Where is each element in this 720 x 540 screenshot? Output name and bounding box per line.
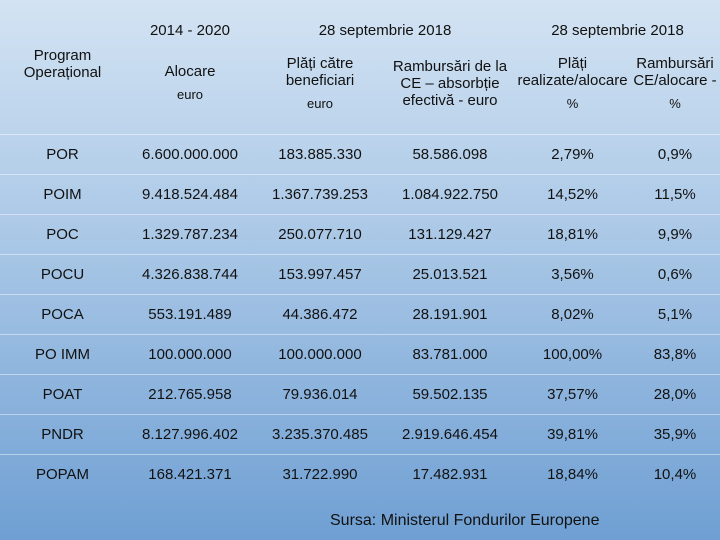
table-cell: 9.418.524.484 <box>142 185 238 203</box>
table-cell: 18,81% <box>547 225 598 243</box>
table-cell: 100.000.000 <box>148 345 232 363</box>
program-name: POIM <box>43 185 82 203</box>
table-cell: 83.781.000 <box>412 345 488 363</box>
row-separator <box>0 334 720 335</box>
table-cell: 25.013.521 <box>412 265 488 283</box>
table-cell: 183.885.330 <box>278 145 362 163</box>
table-cell: 79.936.014 <box>282 385 358 403</box>
table-cell: 9,9% <box>657 225 693 243</box>
program-name: PO IMM <box>35 345 90 363</box>
column-label: Alocare <box>164 63 216 80</box>
program-name: POCA <box>41 305 84 323</box>
table-cell: 168.421.371 <box>148 465 232 483</box>
table-cell: 1.329.787.234 <box>142 225 238 243</box>
table-cell: 14,52% <box>547 185 598 203</box>
table-cell: 2.919.646.454 <box>402 425 498 443</box>
table-cell: 553.191.489 <box>148 305 232 323</box>
row-separator <box>0 134 720 135</box>
table-cell: 59.502.135 <box>412 385 488 403</box>
column-header: Plăți către beneficiari euro <box>255 42 385 124</box>
table-cell: 83,8% <box>653 345 697 363</box>
table-cell: 0,9% <box>657 145 693 163</box>
column-unit: euro <box>176 87 204 102</box>
table-cell: 1.367.739.253 <box>272 185 368 203</box>
row-separator <box>0 374 720 375</box>
column-header: Rambursări CE/alocare -% <box>630 42 720 124</box>
column-label: Rambursări CE/alocare - <box>633 54 717 89</box>
table-cell: 44.386.472 <box>282 305 358 323</box>
table-cell: 0,6% <box>657 265 693 283</box>
table-cell: 2,79% <box>551 145 594 163</box>
column-header: Program Operațional <box>0 34 125 94</box>
column-label: Program Operațional <box>23 47 102 81</box>
table-cell: 31.722.990 <box>282 465 358 483</box>
table-cell: 58.586.098 <box>412 145 488 163</box>
table-cell: 212.765.958 <box>148 385 232 403</box>
program-name: POC <box>46 225 79 243</box>
table-cell: 8.127.996.402 <box>142 425 238 443</box>
table-cell: 8,02% <box>551 305 594 323</box>
table-cell: 153.997.457 <box>278 265 362 283</box>
program-name: PNDR <box>41 425 84 443</box>
column-label: Plăți realizate/alocare <box>517 54 628 89</box>
program-name: POR <box>46 145 79 163</box>
row-separator <box>0 414 720 415</box>
table-cell: 18,84% <box>547 465 598 483</box>
row-separator <box>0 214 720 215</box>
program-name: POAT <box>42 385 83 403</box>
table-cell: 3.235.370.485 <box>272 425 368 443</box>
table-cell: 100,00% <box>542 345 603 363</box>
program-name: POPAM <box>35 465 90 483</box>
table-cell: 10,4% <box>653 465 697 483</box>
table-cell: 1.084.922.750 <box>402 185 498 203</box>
table-cell: 35,9% <box>653 425 697 443</box>
period-header: 28 septembrie 2018 <box>551 21 684 39</box>
table-cell: 250.077.710 <box>278 225 362 243</box>
column-label: Rambursări de la CE – absorbție efectivă… <box>392 57 508 109</box>
table-cell: 28.191.901 <box>412 305 488 323</box>
period-header: 2014 - 2020 <box>149 21 231 39</box>
table-cell: 5,1% <box>657 305 693 323</box>
column-unit: % <box>566 95 579 111</box>
program-name: POCU <box>40 265 85 283</box>
column-unit: % <box>669 95 681 111</box>
period-header: 28 septembrie 2018 <box>318 21 452 39</box>
table-cell: 4.326.838.744 <box>142 265 238 283</box>
table-cell: 3,56% <box>551 265 594 283</box>
row-separator <box>0 454 720 455</box>
source-note: Sursa: Ministerul Fondurilor Europene <box>330 512 600 529</box>
column-label: Plăți către beneficiari <box>285 54 355 89</box>
column-unit: euro <box>306 95 334 111</box>
table-cell: 39,81% <box>547 425 598 443</box>
row-separator <box>0 174 720 175</box>
column-header: Plăți realizate/alocare% <box>515 42 630 124</box>
table-cell: 131.129.427 <box>408 225 492 243</box>
column-header: Alocare euro <box>125 42 255 124</box>
row-separator <box>0 294 720 295</box>
table-cell: 6.600.000.000 <box>142 145 238 163</box>
column-header: Rambursări de la CE – absorbție efectivă… <box>385 42 515 124</box>
table-cell: 11,5% <box>654 185 696 203</box>
table-cell: 37,57% <box>547 385 598 403</box>
table-cell: 100.000.000 <box>278 345 362 363</box>
table-cell: 17.482.931 <box>412 465 488 483</box>
table-cell: 28,0% <box>653 385 697 403</box>
row-separator <box>0 254 720 255</box>
